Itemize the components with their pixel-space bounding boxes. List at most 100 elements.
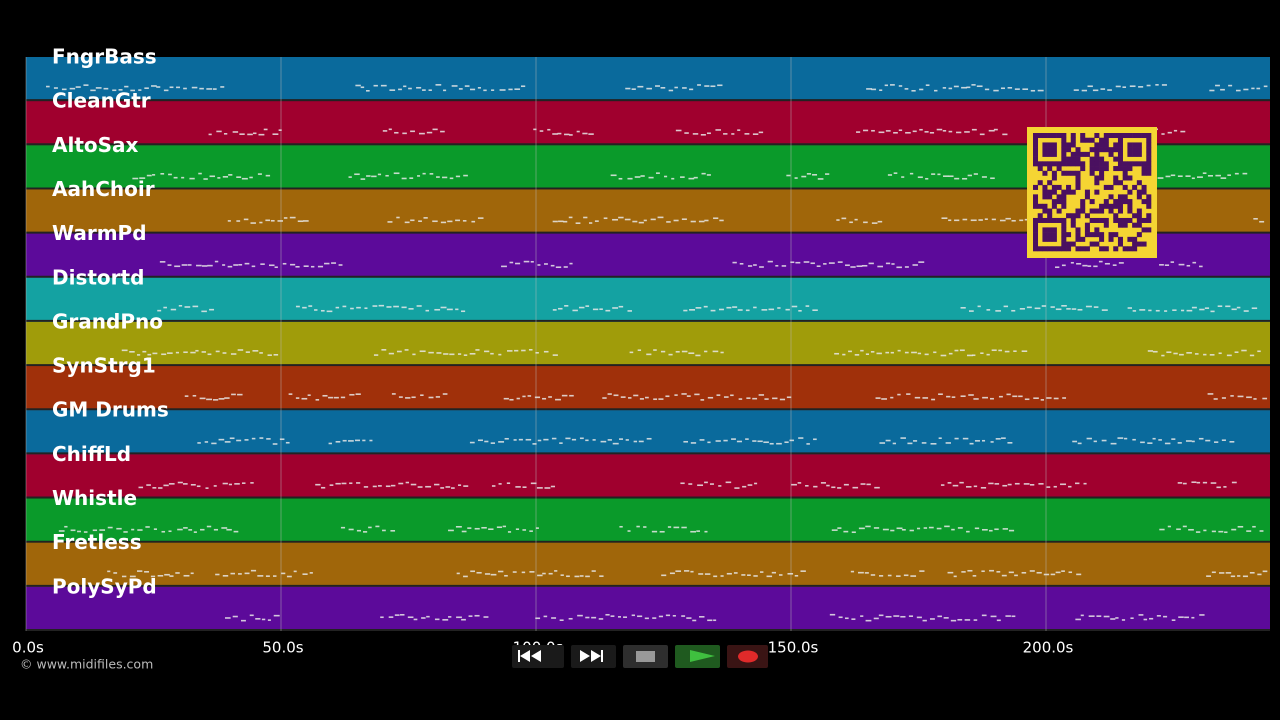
qr-module <box>1084 151 1090 157</box>
note <box>391 393 396 395</box>
note <box>241 177 248 180</box>
note <box>972 575 977 577</box>
note <box>966 530 970 533</box>
stop-button[interactable] <box>623 645 668 668</box>
qr-module <box>1127 236 1133 242</box>
qr-module <box>1042 203 1048 209</box>
note <box>734 487 740 489</box>
note <box>1007 483 1012 486</box>
note <box>405 397 411 399</box>
note <box>1185 175 1191 177</box>
track-label: PolySyPd <box>52 574 157 598</box>
note <box>873 527 880 529</box>
note <box>1259 220 1265 223</box>
qr-module <box>1033 232 1039 238</box>
note <box>508 88 513 91</box>
note <box>340 396 346 399</box>
note <box>878 131 885 134</box>
note <box>1186 352 1192 354</box>
note <box>1199 308 1205 311</box>
record-button[interactable] <box>727 645 768 668</box>
qr-module <box>1146 166 1152 172</box>
note <box>226 528 232 531</box>
qr-module <box>1094 189 1100 195</box>
note <box>259 437 264 439</box>
note <box>475 349 480 351</box>
note <box>747 574 751 576</box>
note <box>817 178 824 180</box>
note <box>695 307 702 309</box>
note <box>712 350 719 353</box>
note <box>244 262 250 265</box>
note <box>726 306 732 309</box>
note <box>854 354 860 356</box>
play-button[interactable] <box>675 645 720 668</box>
note <box>314 309 318 311</box>
note <box>778 574 783 576</box>
rewind-button[interactable] <box>512 645 564 668</box>
note <box>409 177 414 179</box>
note <box>723 133 728 135</box>
forward-button[interactable] <box>571 645 616 668</box>
note <box>484 440 489 443</box>
qr-module <box>1136 194 1142 200</box>
qr-module <box>1113 156 1119 162</box>
note <box>200 528 205 531</box>
note <box>350 307 354 310</box>
qr-module <box>1141 217 1147 223</box>
note <box>1253 398 1257 400</box>
qr-module <box>1141 189 1147 195</box>
note <box>585 305 590 307</box>
note <box>564 133 570 136</box>
note <box>764 398 769 400</box>
qr-module <box>1122 217 1128 223</box>
qr-module <box>1127 161 1133 167</box>
note <box>408 87 412 90</box>
qr-module <box>1089 156 1095 162</box>
note <box>283 217 288 219</box>
note <box>417 175 421 177</box>
note <box>506 482 511 484</box>
note <box>964 619 971 621</box>
qr-module <box>1042 246 1048 252</box>
note <box>1104 262 1110 265</box>
note <box>959 481 964 484</box>
tick-label: 0.0s <box>12 639 44 657</box>
note <box>681 615 686 617</box>
note <box>278 129 282 131</box>
qr-module <box>1051 232 1057 238</box>
note <box>925 177 929 180</box>
note <box>681 350 688 353</box>
note <box>638 221 644 224</box>
qr-module <box>1051 175 1057 181</box>
note <box>610 615 615 617</box>
note <box>993 89 999 92</box>
note <box>585 575 590 578</box>
track-labels: FngrBassCleanGtrAltoSaxAahChoirWarmPdDis… <box>52 45 169 599</box>
note <box>602 397 607 399</box>
note <box>1046 397 1052 399</box>
note <box>607 393 612 395</box>
note <box>665 395 670 398</box>
note <box>1171 438 1176 440</box>
note <box>909 529 914 532</box>
qr-module <box>1094 232 1100 238</box>
note <box>655 172 660 174</box>
qr-module <box>1051 246 1057 252</box>
qr-module <box>1061 170 1067 176</box>
qr-module <box>1108 133 1114 139</box>
note <box>411 396 416 399</box>
note <box>1196 176 1203 178</box>
qr-module <box>1070 161 1076 167</box>
note <box>1055 571 1061 574</box>
qr-module <box>1056 184 1062 190</box>
note <box>426 131 433 134</box>
qr-module <box>1047 208 1053 214</box>
qr-module <box>1089 199 1095 205</box>
note <box>758 131 764 134</box>
note <box>366 175 371 177</box>
note <box>1008 571 1014 574</box>
note <box>514 88 521 90</box>
note <box>137 570 143 572</box>
note <box>1214 441 1219 443</box>
